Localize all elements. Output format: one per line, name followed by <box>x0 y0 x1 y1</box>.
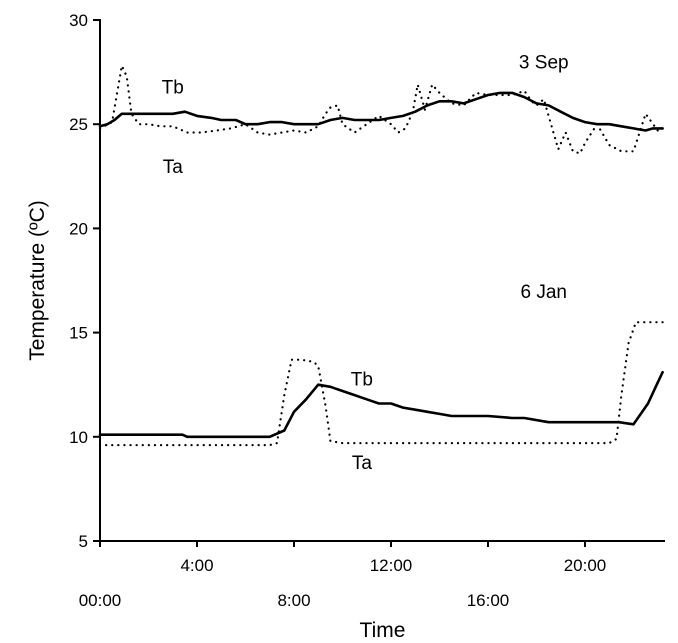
x-axis-title: Time <box>360 619 406 642</box>
x-tick-label: 8:00 <box>277 591 310 610</box>
series-lines <box>98 64 664 447</box>
axes <box>99 19 665 542</box>
series-line-tb-0 <box>98 91 664 132</box>
y-axis-title: Temperature (ºC) <box>26 200 49 361</box>
y-ticks: 5 10 15 20 25 30 <box>69 11 100 551</box>
series-line-ta-3 <box>98 321 664 447</box>
annotation-label: 6 Jan <box>521 282 567 303</box>
x-tick-label: 12:00 <box>370 556 413 575</box>
annotations: 3 Sep Tb Ta 6 Jan Tb Ta <box>162 53 569 474</box>
y-tick-label: 15 <box>69 324 88 343</box>
x-tick-label: 16:00 <box>467 591 510 610</box>
y-tick-label: 5 <box>79 532 88 551</box>
x-ticks: 00:00 4:00 8:00 12:00 16:00 20:00 <box>79 541 607 610</box>
series-line-tb-2 <box>98 370 664 439</box>
annotation-label: Ta <box>352 453 373 474</box>
x-tick-label: 20:00 <box>564 556 607 575</box>
x-tick-label: 00:00 <box>79 591 122 610</box>
annotation-label: Tb <box>351 369 373 390</box>
y-tick-label: 10 <box>69 428 88 447</box>
x-tick-label: 4:00 <box>180 556 213 575</box>
series-line-ta-1 <box>98 64 664 155</box>
y-tick-label: 20 <box>69 219 88 238</box>
annotation-label: 3 Sep <box>519 53 569 74</box>
y-tick-label: 25 <box>69 115 88 134</box>
y-tick-label: 30 <box>69 11 88 30</box>
annotation-label: Tb <box>162 78 184 99</box>
annotation-label: Ta <box>163 157 184 178</box>
